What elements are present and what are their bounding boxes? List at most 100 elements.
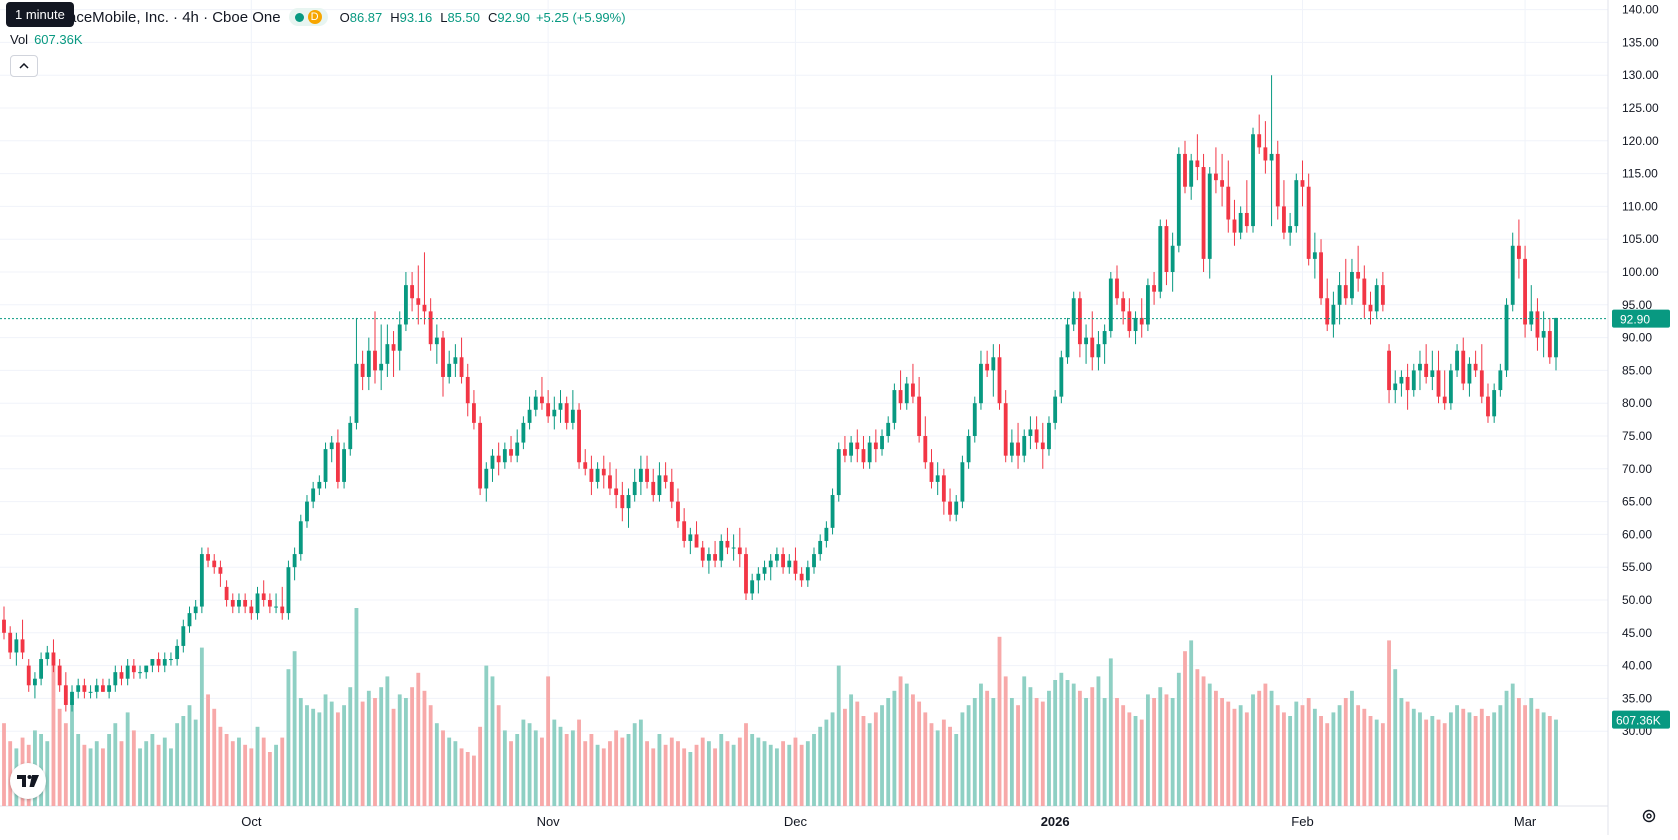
interval-tooltip: 1 minute: [6, 2, 74, 27]
volume-bar: [1170, 698, 1175, 806]
candle-body: [774, 554, 779, 561]
candle-body: [861, 449, 866, 463]
change-value: +5.25 (+5.99%): [535, 9, 626, 25]
candle-body: [1510, 245, 1515, 305]
candle-body: [923, 436, 928, 463]
candle-body: [366, 350, 371, 377]
candle-body: [781, 554, 786, 568]
volume-bar: [366, 690, 371, 806]
tradingview-logo-icon[interactable]: [10, 763, 46, 799]
candle-body: [1492, 390, 1497, 417]
candle-body: [51, 652, 56, 666]
volume-bar: [638, 719, 643, 806]
volume-bar: [1096, 676, 1101, 806]
settings-icon[interactable]: [1640, 807, 1658, 825]
candle-body: [1442, 396, 1447, 404]
candle-body: [1362, 278, 1367, 305]
volume-bar: [904, 683, 909, 806]
volume-bar: [954, 734, 959, 806]
candle-body: [1535, 311, 1540, 338]
candle-body: [218, 567, 223, 574]
volume-bar: [1479, 708, 1484, 806]
last-volume-label: 607.36K: [1616, 714, 1661, 728]
volume-bar: [131, 730, 136, 806]
candle-body: [63, 685, 68, 705]
candle-body: [1139, 317, 1144, 325]
volume-bar: [552, 719, 557, 806]
volume-bar: [280, 737, 285, 806]
open-label: O: [339, 9, 350, 25]
time-axis: Oct Nov Dec 2026 Feb Mar: [241, 814, 1537, 829]
volume-bar: [410, 687, 415, 806]
candle-body: [589, 468, 594, 482]
candle-body: [1523, 258, 1528, 325]
volume-bar: [169, 748, 173, 806]
volume-bar: [1436, 719, 1441, 806]
volume-bar: [632, 723, 637, 806]
candle-body: [199, 554, 204, 607]
last-price-label: 92.90: [1620, 313, 1650, 327]
volume-bar: [305, 705, 309, 806]
candle-body: [793, 560, 798, 574]
volume-bar: [125, 712, 130, 806]
volume-bar: [645, 741, 649, 806]
volume-bar: [1523, 705, 1528, 806]
candle-body: [1220, 180, 1225, 187]
volume-bar: [187, 705, 192, 806]
price-tick-label: 70.00: [1622, 462, 1652, 476]
candle-body: [113, 672, 118, 686]
candle-body: [1319, 252, 1323, 299]
volume-bar: [1226, 701, 1231, 806]
volume-bar: [694, 744, 699, 806]
volume-bar: [577, 719, 581, 806]
candle-body: [546, 403, 551, 417]
volume-bar: [1356, 705, 1361, 806]
volume-bar: [1282, 712, 1286, 806]
volume-bar: [793, 737, 798, 806]
candle-body: [434, 337, 439, 345]
candle-body: [422, 304, 427, 312]
collapse-legend-button[interactable]: [10, 55, 38, 77]
volume-bar: [799, 744, 804, 806]
volume-bar: [1269, 690, 1274, 806]
volume-bar: [564, 734, 569, 806]
volume-bar: [1300, 705, 1305, 806]
candle-body: [601, 468, 606, 476]
price-tick-label: 50.00: [1622, 593, 1652, 607]
candle-body: [651, 481, 656, 496]
candle-body: [1263, 147, 1268, 161]
candle-body: [830, 495, 835, 528]
volume-bar: [1393, 669, 1398, 806]
close-label: C: [488, 9, 498, 25]
candle-body: [824, 527, 829, 541]
volume-bar: [898, 676, 903, 806]
candle-body: [305, 501, 309, 522]
price-tick-label: 115.00: [1622, 167, 1658, 181]
candle-body: [150, 659, 155, 666]
symbol-title[interactable]: aceMobile, Inc. · 4h · Cboe One: [68, 8, 281, 26]
candle-body: [1455, 350, 1459, 371]
candle-body: [1467, 363, 1472, 384]
market-status[interactable]: D: [288, 8, 328, 26]
volume-bar: [490, 676, 495, 806]
volume-bar: [317, 712, 322, 806]
volume-bar: [1003, 676, 1008, 806]
candles: [2, 75, 1558, 712]
volume-bar: [1350, 690, 1354, 806]
candle-body: [76, 685, 81, 692]
volume-bar: [929, 723, 934, 806]
volume-bar: [1059, 672, 1064, 806]
volume-bar: [570, 730, 575, 806]
candle-body: [1516, 245, 1521, 259]
candle-body: [985, 363, 990, 371]
candle-body: [812, 554, 816, 568]
candle-body: [768, 560, 773, 568]
volume-bar: [144, 741, 149, 806]
volume-bar: [1158, 687, 1163, 806]
candle-body: [1127, 311, 1132, 332]
volume-bar: [608, 741, 612, 806]
candle-body: [719, 540, 724, 561]
candle-body: [509, 449, 513, 456]
